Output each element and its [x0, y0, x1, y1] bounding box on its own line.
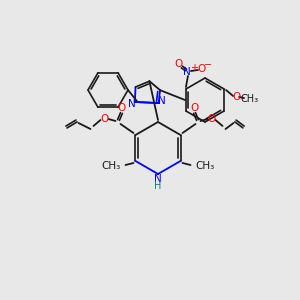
Text: +: +: [190, 63, 198, 73]
Text: N: N: [154, 174, 162, 184]
Text: O: O: [100, 114, 109, 124]
Text: O: O: [175, 59, 183, 69]
Text: O: O: [190, 103, 199, 113]
Text: O: O: [232, 92, 240, 102]
Text: CH₃: CH₃: [241, 94, 259, 104]
Text: −: −: [204, 60, 212, 70]
Text: H: H: [154, 181, 162, 191]
Text: O: O: [117, 103, 126, 113]
Text: CH₃: CH₃: [101, 161, 121, 171]
Text: N: N: [183, 67, 191, 77]
Text: N: N: [128, 99, 136, 109]
Text: N: N: [158, 96, 165, 106]
Text: O: O: [198, 64, 206, 74]
Text: CH₃: CH₃: [196, 161, 215, 171]
Text: O: O: [207, 114, 216, 124]
